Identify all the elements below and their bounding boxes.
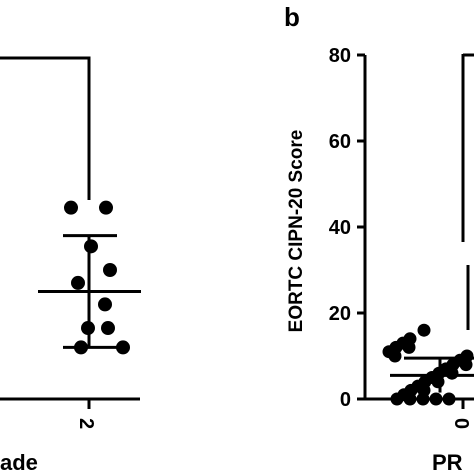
panel-b-significance-bracket [461, 53, 474, 330]
panel-a-data-point [101, 321, 115, 336]
panel-b-label: b [284, 2, 300, 32]
panel-b-data-point [403, 392, 417, 406]
panel-a-data-point [71, 275, 85, 290]
panel-a-data-point [103, 263, 117, 277]
panel-a-data-point [98, 297, 112, 312]
panel-a-x-axis-title: ade [0, 450, 38, 474]
panel-b-y-ticks: 0 20 40 60 80 [329, 45, 365, 411]
panel-b-data-point [388, 349, 402, 363]
panel-a-data-point [81, 321, 95, 336]
panel-b-y-tick-label: 60 [329, 131, 351, 153]
panel-b-data-point [429, 392, 443, 406]
panel-a: 2 ade [0, 56, 141, 474]
panel-a-data-point [84, 239, 98, 254]
panel-b-data-points [382, 323, 474, 406]
panel-b-y-tick-label: 0 [340, 389, 351, 411]
panel-a-data-point [116, 340, 130, 355]
panel-b-data-point [390, 392, 404, 406]
panel-b-y-tick-label: 40 [329, 217, 351, 239]
panel-b-y-tick-label: 80 [329, 45, 351, 67]
panel-a-data-point [64, 200, 78, 215]
panel-a-significance-bracket [0, 56, 91, 200]
panel-b-data-point [402, 340, 416, 354]
panel-b-data-point [442, 392, 456, 406]
panel-b-x-axis-title: PR [432, 450, 463, 474]
panel-b-data-point [431, 375, 445, 389]
panel-b-data-point [459, 358, 473, 372]
panel-b-y-tick-label: 20 [329, 303, 351, 325]
panel-a-bracket-line [0, 56, 91, 200]
panel-a-x-tick-label: 2 [75, 418, 97, 429]
panel-a-data-point [74, 340, 88, 355]
panel-a-data-point [99, 200, 113, 215]
panel-a-data-points [64, 200, 130, 355]
panel-b-data-point [445, 366, 459, 380]
panel-b-data-point [417, 323, 431, 337]
panel-b-x-tick-label: 0 [450, 418, 472, 429]
panel-b-y-axis-title: EORTC CIPN-20 Score [286, 130, 307, 333]
panel-b-data-point [416, 392, 430, 406]
panel-b: b EORTC CIPN-20 Score 0 20 40 60 80 0 PR [284, 2, 474, 474]
